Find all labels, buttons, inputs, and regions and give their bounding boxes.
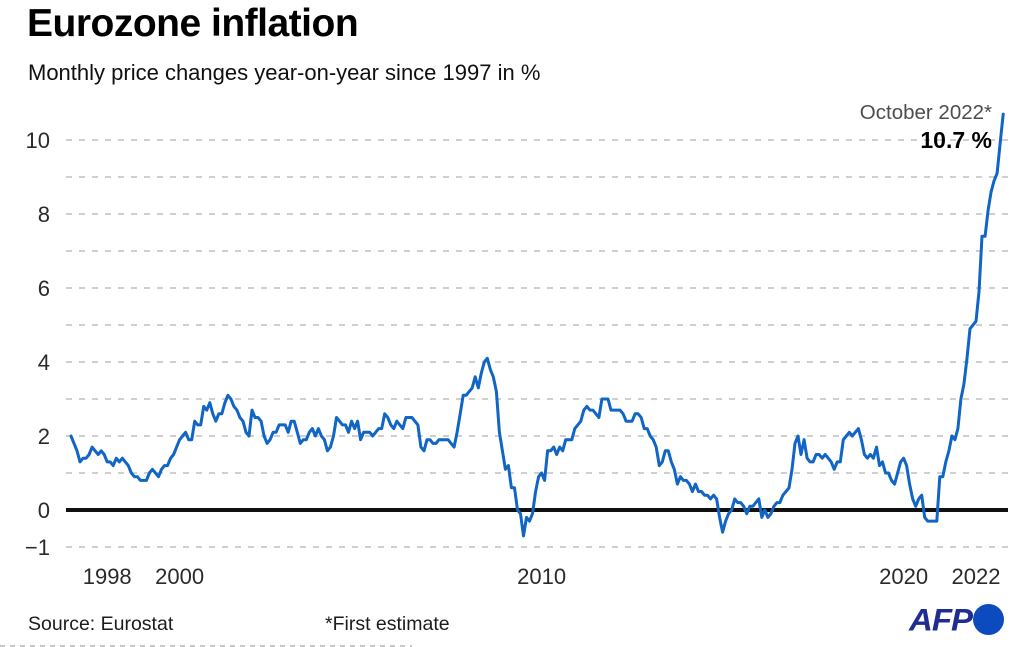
- annotation-value-label: 10.7 %: [920, 126, 992, 153]
- inflation-line: [69, 112, 1005, 538]
- y-tick-label-8: 8: [38, 202, 50, 227]
- y-tick-label-10: 10: [26, 128, 50, 153]
- y-tick-label-2: 2: [38, 424, 50, 449]
- x-tick-label-2022: 2022: [952, 564, 1001, 589]
- y-tick-label-4: 4: [38, 350, 50, 375]
- cropped-bottom-line: [0, 645, 412, 647]
- afp-logo: AFP: [909, 603, 1004, 636]
- x-tick-label-2000: 2000: [155, 564, 204, 589]
- y-tick-label-0: 0: [38, 498, 50, 523]
- page-subtitle: Monthly price changes year-on-year since…: [28, 60, 541, 85]
- x-tick-label-1998: 1998: [83, 564, 132, 589]
- last-point-annotation: October 2022* 10.7 %: [860, 100, 992, 154]
- afp-logo-circle-icon: [973, 604, 1004, 635]
- footnote-label: *First estimate: [325, 613, 450, 635]
- x-tick-label-2010: 2010: [517, 564, 566, 589]
- y-tick-label-6: 6: [38, 276, 50, 301]
- y-tick-label--1: −1: [25, 535, 50, 560]
- source-label: Source: Eurostat: [28, 613, 174, 635]
- x-tick-label-2020: 2020: [879, 564, 928, 589]
- annotation-date-label: October 2022*: [859, 101, 992, 124]
- afp-logo-text: AFP: [909, 601, 973, 638]
- page-title: Eurozone inflation: [27, 2, 359, 45]
